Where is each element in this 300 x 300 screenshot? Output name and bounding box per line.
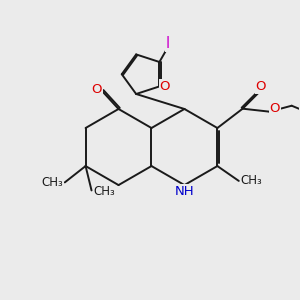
Text: NH: NH [175,185,195,198]
Text: CH₃: CH₃ [41,176,63,189]
Text: O: O [269,102,280,115]
Text: O: O [92,83,102,96]
Text: CH₃: CH₃ [93,184,115,197]
Text: O: O [160,80,170,93]
Text: O: O [255,80,266,94]
Text: I: I [166,36,170,51]
Text: CH₃: CH₃ [240,174,262,188]
